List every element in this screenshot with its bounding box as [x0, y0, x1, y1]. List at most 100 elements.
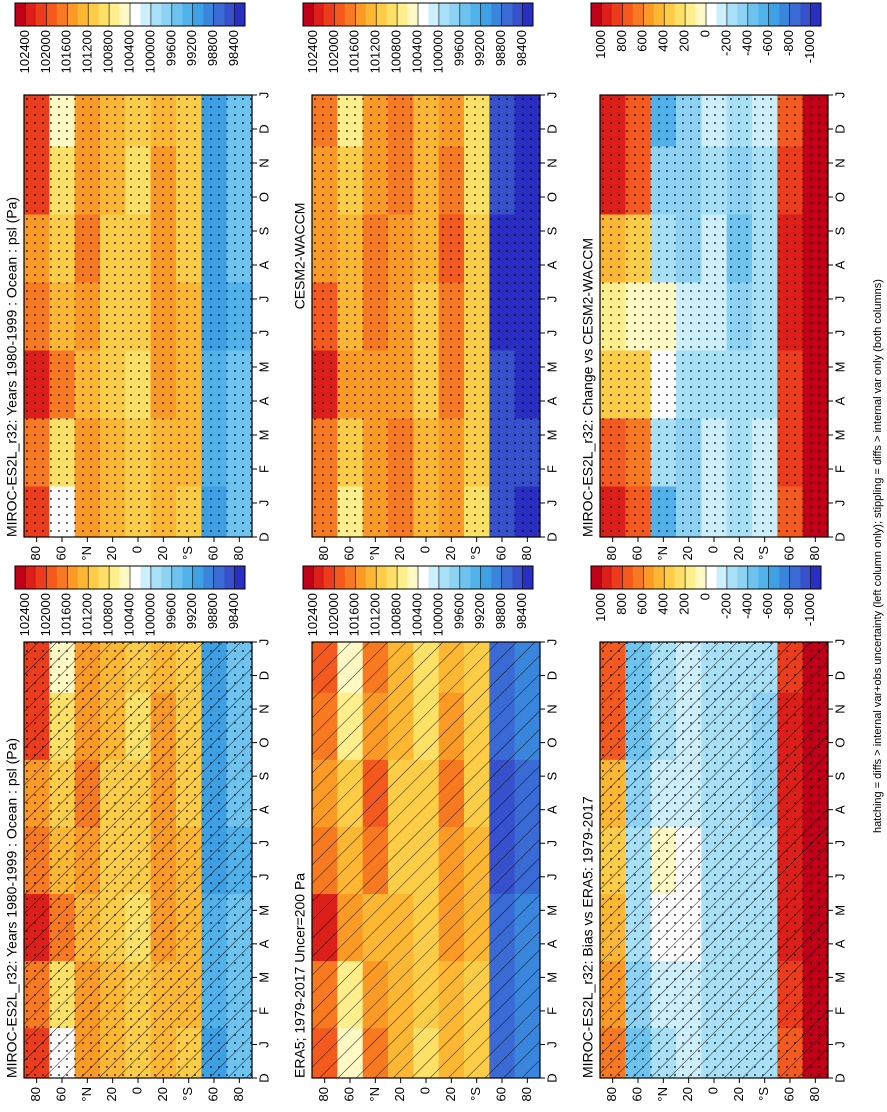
colorbar-swatch: [810, 566, 822, 589]
y-tick-label: 80: [519, 1087, 534, 1101]
colorbar-label: 0: [697, 30, 712, 37]
y-tick-label: 20: [443, 546, 458, 560]
colorbar-swatch: [622, 566, 634, 589]
colorbar-swatch: [747, 3, 759, 26]
colorbar-label: 800: [614, 593, 629, 615]
colorbar-swatch: [344, 3, 356, 26]
colorbar-swatch: [386, 3, 398, 26]
colorbar-swatch: [522, 566, 534, 589]
colorbar-swatch: [789, 566, 801, 589]
x-tick-label: D: [832, 1073, 847, 1082]
y-tick-label: 20: [155, 1087, 170, 1101]
colorbar-swatch: [303, 3, 314, 26]
colorbar-swatch: [491, 566, 502, 589]
x-tick-label: J: [544, 874, 559, 881]
x-tick-label: D: [544, 671, 559, 680]
colorbar-swatch: [459, 3, 471, 26]
colorbar-swatch: [397, 566, 408, 589]
x-tick-label: A: [256, 805, 271, 814]
x-tick-label: O: [832, 192, 847, 202]
colorbar-label: 101200: [80, 30, 95, 73]
colorbar-label: 100400: [409, 30, 424, 73]
x-tick-label: O: [544, 192, 559, 202]
x-tick-label: A: [832, 396, 847, 405]
x-tick-label: J: [832, 639, 847, 646]
colorbar-label: -800: [781, 593, 796, 619]
colorbar-swatch: [140, 566, 152, 589]
y-tick-label: °N: [655, 546, 670, 561]
x-tick-label: F: [832, 1007, 847, 1015]
colorbar-label: 101600: [59, 593, 74, 636]
colorbar-label: 100000: [430, 593, 445, 636]
footnote: hatching = diffs > internal var+obs unce…: [872, 279, 884, 833]
x-tick-label: A: [256, 260, 271, 269]
y-tick-label: 80: [519, 546, 534, 560]
colorbar-label: 102400: [17, 593, 32, 636]
colorbar-swatch: [224, 566, 235, 589]
x-tick-label: A: [256, 396, 271, 405]
panel-title: MIROC-ES2L_r32: Change vs CESM2-WACCM: [580, 238, 596, 537]
colorbar-swatch: [685, 566, 696, 589]
colorbar-swatch: [365, 566, 377, 589]
colorbar-swatch: [611, 3, 623, 26]
colorbar-swatch: [768, 566, 780, 589]
y-tick-label: °N: [79, 546, 94, 561]
colorbar-label: 100000: [142, 593, 157, 636]
colorbar-swatch: [355, 566, 367, 589]
colorbar-label: -400: [739, 30, 754, 56]
y-tick-label: 80: [604, 546, 619, 560]
colorbar-label: 102000: [326, 593, 341, 636]
x-tick-label: D: [544, 1073, 559, 1082]
colorbar-swatch: [77, 3, 89, 26]
x-tick-label: J: [544, 330, 559, 337]
colorbar-swatch: [224, 3, 235, 26]
colorbar-label: 98800: [205, 30, 220, 66]
x-tick-label: J: [256, 1041, 271, 1048]
y-tick-label: 80: [231, 1087, 246, 1101]
x-tick-label: M: [544, 362, 559, 373]
colorbar-label: 99600: [451, 30, 466, 66]
colorbar-label: 100400: [121, 30, 136, 73]
colorbar-swatch: [480, 566, 492, 589]
colorbar-label: 101200: [368, 30, 383, 73]
y-tick-label: °N: [655, 1087, 670, 1102]
colorbar-swatch: [56, 566, 68, 589]
colorbar-swatch: [601, 3, 613, 26]
colorbar-label: 101200: [80, 593, 95, 636]
y-tick-label: 20: [731, 1087, 746, 1101]
colorbar-swatch: [800, 3, 811, 26]
colorbar-label: -200: [718, 30, 733, 56]
y-tick-label: 60: [205, 1087, 220, 1101]
colorbar-swatch: [15, 3, 26, 26]
x-tick-label: M: [832, 905, 847, 916]
x-tick-label: D: [544, 532, 559, 541]
x-tick-label: M: [256, 430, 271, 441]
x-tick-label: N: [832, 158, 847, 167]
colorbar-label: 1000: [593, 30, 608, 59]
colorbar-swatch: [695, 566, 707, 589]
colorbar-label: -800: [781, 30, 796, 56]
colorbar-swatch: [119, 3, 131, 26]
colorbar-swatch: [643, 3, 655, 26]
colorbar-swatch: [344, 566, 356, 589]
colorbar-label: 101600: [347, 30, 362, 73]
y-tick-label: 20: [731, 546, 746, 560]
x-tick-label: D: [256, 532, 271, 541]
x-tick-label: D: [832, 532, 847, 541]
x-tick-label: S: [256, 771, 271, 780]
x-tick-label: M: [256, 905, 271, 916]
colorbar-swatch: [706, 566, 717, 589]
colorbar-label: 102400: [305, 593, 320, 636]
colorbar-swatch: [25, 566, 37, 589]
colorbar-swatch: [15, 566, 26, 589]
colorbar-swatch: [491, 3, 502, 26]
x-tick-label: A: [832, 260, 847, 269]
colorbar-label: 102400: [17, 30, 32, 73]
colorbar-swatch: [323, 566, 335, 589]
colorbar-swatch: [334, 566, 346, 589]
colorbar-swatch: [109, 3, 120, 26]
colorbar-swatch: [428, 566, 440, 589]
colorbar-label: 100000: [430, 30, 445, 73]
y-tick-label: 80: [807, 1087, 822, 1101]
y-tick-label: 0: [705, 1087, 720, 1094]
